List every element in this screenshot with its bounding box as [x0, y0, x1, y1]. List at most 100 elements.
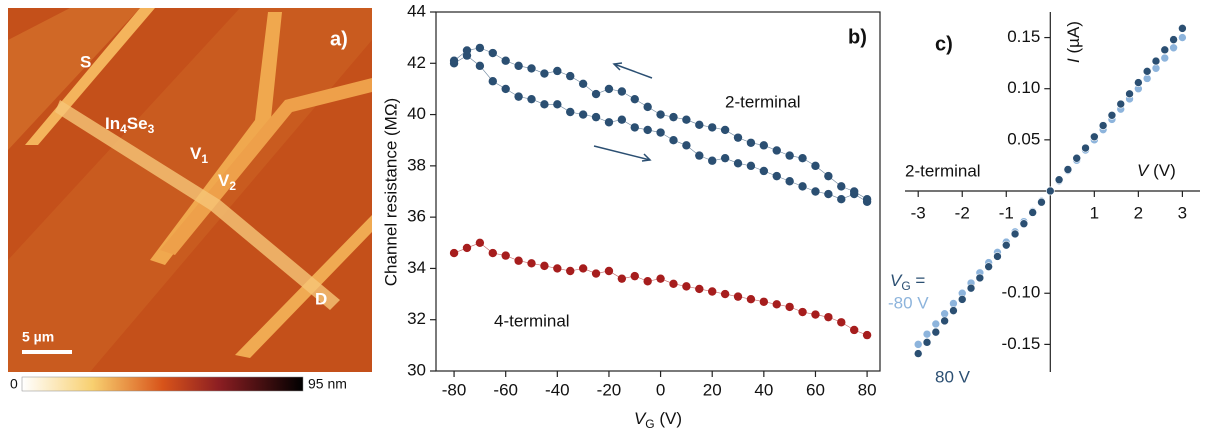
- y-tick-label: 30: [407, 360, 426, 379]
- data-point: [630, 123, 639, 132]
- y-tick-label: 34: [407, 258, 426, 277]
- y-tick-label: 0.10: [1007, 78, 1040, 97]
- data-point: [527, 94, 536, 104]
- data-point: [669, 112, 678, 122]
- data-point: [966, 283, 976, 293]
- y-axis-label: I (µA): [1064, 21, 1083, 63]
- data-point: [811, 161, 820, 171]
- data-point: [514, 61, 523, 71]
- data-point: [862, 194, 872, 204]
- data-point: [733, 159, 743, 168]
- data-point: [824, 171, 833, 181]
- data-point: [695, 284, 704, 294]
- series-label: 4-terminal: [494, 311, 570, 330]
- data-point: [475, 43, 485, 53]
- data-point: [1142, 74, 1152, 83]
- x-tick-label: 1: [1090, 203, 1099, 222]
- data-point: [759, 141, 769, 150]
- data-point: [617, 274, 627, 283]
- data-point: [922, 329, 932, 339]
- y-tick-label: -0.15: [1002, 334, 1041, 353]
- colorbar-min: 0: [10, 376, 18, 392]
- y-tick-label: 42: [407, 53, 426, 72]
- data-point: [913, 349, 923, 358]
- data-point: [746, 138, 756, 147]
- data-point: [540, 69, 549, 78]
- series-label: 80 V: [935, 367, 971, 386]
- y-tick-label: 32: [407, 309, 426, 328]
- data-point: [591, 112, 601, 122]
- scale-bar-label: 5 µm: [22, 329, 54, 345]
- data-point: [695, 151, 704, 160]
- data-point: [682, 115, 691, 124]
- material-label: In4Se3: [105, 114, 155, 136]
- x-tick-label: 40: [754, 380, 773, 399]
- data-point: [708, 123, 717, 132]
- y-tick-label: 36: [407, 207, 426, 226]
- data-point: [643, 125, 652, 135]
- data-point: [931, 327, 941, 337]
- data-point: [475, 238, 485, 247]
- data-point: [617, 87, 627, 96]
- data-point: [1081, 143, 1090, 153]
- data-point: [656, 128, 665, 137]
- data-point: [1151, 56, 1161, 66]
- data-point: [772, 146, 781, 155]
- data-point: [462, 46, 472, 55]
- data-point: [1001, 240, 1011, 250]
- x-tick-label: 60: [806, 380, 825, 399]
- x-tick-label: -60: [493, 380, 518, 399]
- data-point: [931, 319, 941, 329]
- series-line: [453, 47, 868, 203]
- data-point: [772, 171, 781, 181]
- x-axis-label: VG (V): [634, 409, 682, 431]
- x-tick-label: -3: [911, 203, 926, 222]
- data-point: [975, 273, 985, 283]
- data-point: [733, 133, 743, 142]
- data-point: [527, 259, 536, 268]
- y-tick-label: 44: [407, 1, 426, 20]
- data-point: [617, 115, 627, 124]
- data-point: [540, 261, 549, 271]
- data-point: [708, 156, 717, 165]
- data-point: [553, 100, 562, 109]
- x-tick-label: -2: [955, 203, 970, 222]
- y-tick-label: -0.10: [1002, 283, 1041, 302]
- plot-frame: [435, 11, 881, 372]
- data-point: [957, 295, 967, 304]
- data-point: [984, 262, 993, 271]
- data-point: [746, 161, 756, 171]
- x-tick-label: -1: [999, 203, 1014, 222]
- data-point: [1125, 89, 1134, 99]
- data-point: [540, 100, 549, 109]
- data-point: [656, 110, 665, 119]
- data-point: [1107, 110, 1117, 120]
- data-point: [949, 306, 958, 315]
- data-point: [733, 292, 743, 301]
- data-point: [993, 252, 1002, 261]
- data-point: [488, 48, 497, 58]
- data-point: [501, 56, 510, 65]
- data-point: [849, 187, 859, 196]
- colorbar-max: 95 nm: [308, 376, 347, 392]
- data-point: [604, 84, 614, 94]
- data-point: [1169, 35, 1178, 44]
- data-point: [695, 120, 704, 130]
- x-tick-label: 0: [656, 380, 665, 399]
- data-point: [578, 110, 588, 119]
- data-point: [553, 264, 562, 273]
- gate-label: VG =: [890, 271, 925, 293]
- panel-label: c): [935, 33, 953, 55]
- data-point: [449, 56, 459, 65]
- data-point: [462, 243, 472, 253]
- data-point: [811, 310, 820, 319]
- data-point: [1019, 219, 1029, 229]
- data-point: [1063, 165, 1073, 174]
- data-point: [785, 177, 794, 186]
- data-point: [708, 287, 717, 296]
- electrode-label: D: [315, 289, 327, 308]
- data-point: [720, 289, 730, 299]
- data-point: [837, 318, 846, 327]
- data-point: [578, 79, 588, 89]
- data-point: [1072, 153, 1082, 163]
